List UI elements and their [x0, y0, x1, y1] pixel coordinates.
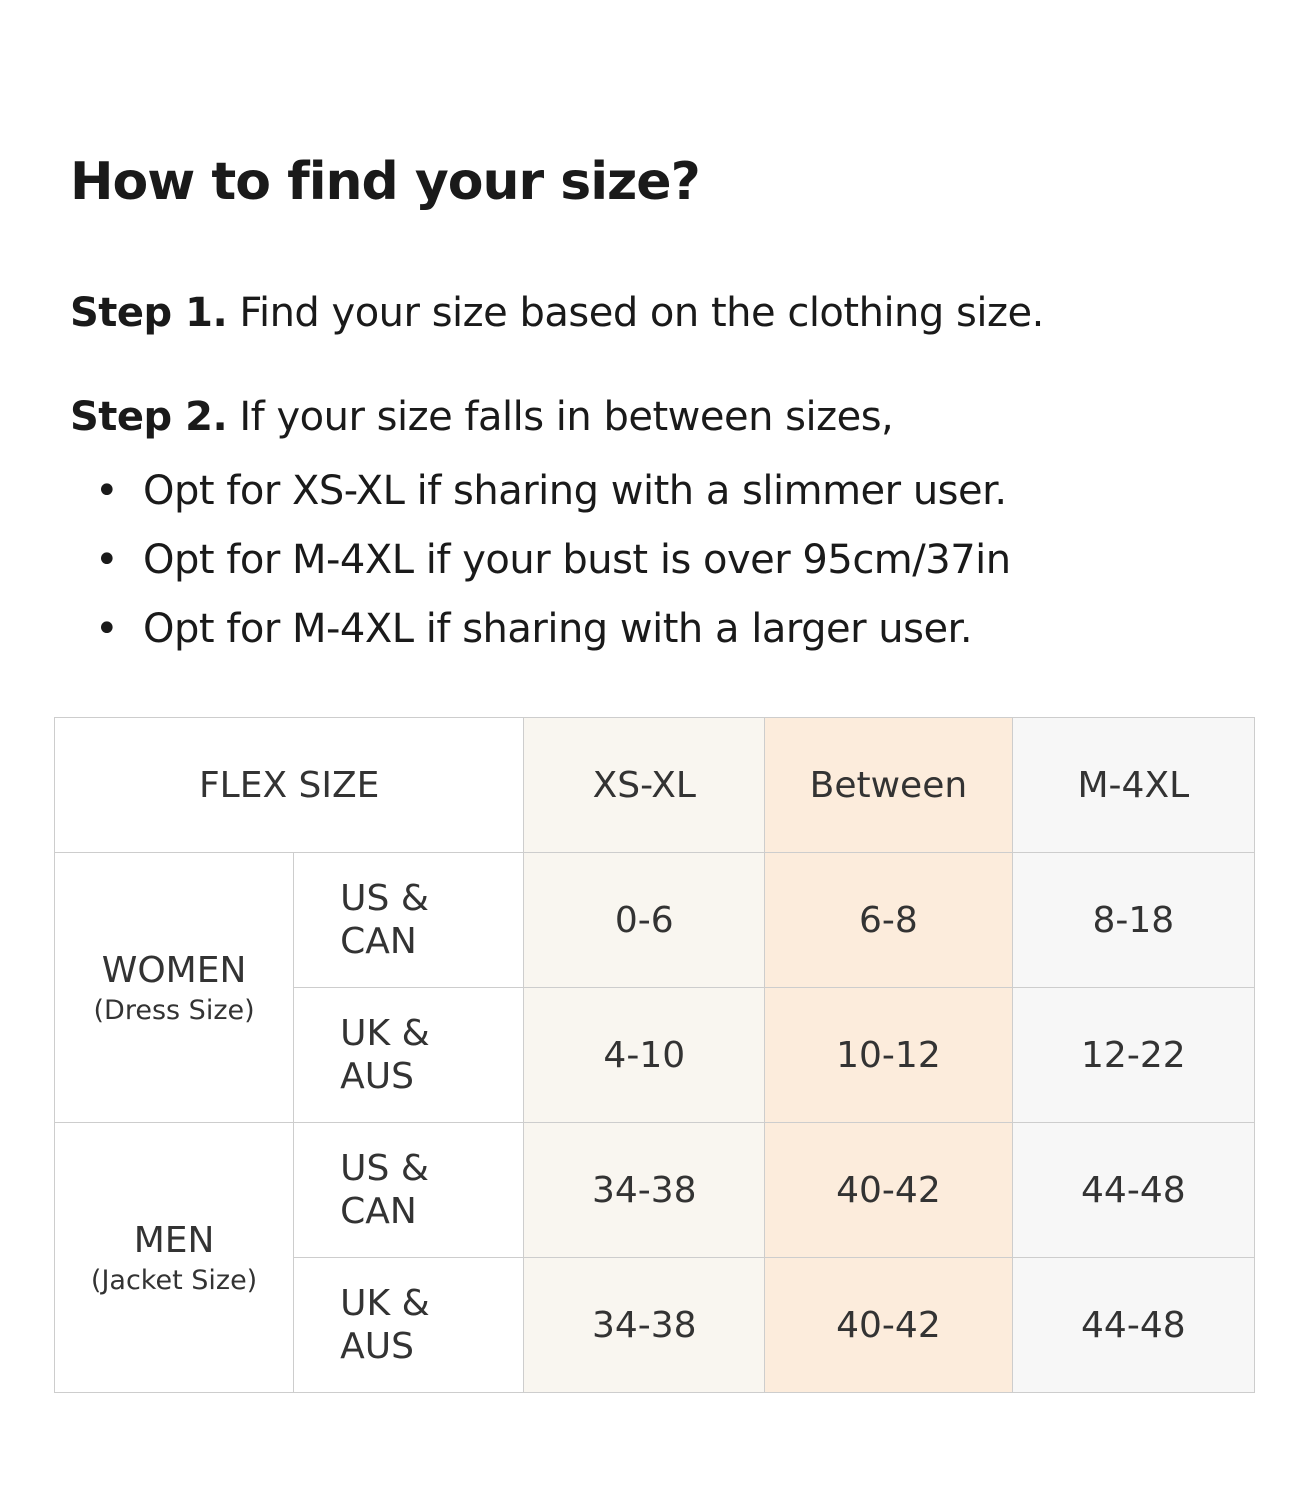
- region-cell: US & CAN: [293, 852, 525, 988]
- region-line: UK &: [340, 1283, 430, 1324]
- column-header-xs-xl: XS-XL: [523, 717, 766, 853]
- region-cell: UK & AUS: [293, 1257, 525, 1393]
- region-line: AUS: [340, 1056, 414, 1097]
- step-1-label: Step 1.: [70, 290, 228, 336]
- size-cell: 8-18: [1011, 852, 1256, 988]
- bullet-text: Opt for M-4XL if sharing with a larger u…: [143, 606, 973, 652]
- bullet-icon: •: [95, 606, 119, 652]
- bullet-text: Opt for XS-XL if sharing with a slimmer …: [143, 468, 1007, 514]
- table-header-row: FLEX SIZE XS-XL Between M-4XL: [53, 717, 1256, 853]
- size-cell: 34-38: [523, 1122, 766, 1258]
- region-cell: US & CAN: [293, 1122, 525, 1258]
- bullet-icon: •: [95, 468, 119, 514]
- step-2: Step 2. If your size falls in between si…: [70, 394, 894, 440]
- size-cell: 4-10: [523, 987, 766, 1123]
- step-2-text: If your size falls in between sizes,: [227, 394, 894, 440]
- region-line: UK &: [340, 1013, 430, 1054]
- region-line: US &: [340, 1148, 429, 1189]
- list-item: • Opt for M-4XL if sharing with a larger …: [95, 600, 1011, 669]
- table-row: UK & AUS 4-10 10-12 12-22: [55, 987, 1256, 1123]
- column-header-m-4xl: M-4XL: [1011, 717, 1256, 853]
- size-cell: 40-42: [764, 1122, 1013, 1258]
- flex-size-header: FLEX SIZE: [53, 717, 525, 853]
- group-subtitle: (Jacket Size): [90, 1264, 258, 1296]
- region-line: US &: [340, 878, 429, 919]
- list-item: • Opt for XS-XL if sharing with a slimmer…: [95, 462, 1011, 531]
- size-cell: 40-42: [764, 1257, 1013, 1393]
- group-subtitle: (Dress Size): [93, 994, 255, 1026]
- step-1-text: Find your size based on the clothing siz…: [227, 290, 1044, 336]
- size-cell: 34-38: [523, 1257, 766, 1393]
- size-cell: 6-8: [764, 852, 1013, 988]
- size-cell: 10-12: [764, 987, 1013, 1123]
- bullet-icon: •: [95, 537, 119, 583]
- group-label: WOMEN (Dress Size): [53, 852, 295, 1123]
- page-title: How to find your size?: [70, 152, 701, 212]
- size-cell: 44-48: [1011, 1257, 1256, 1393]
- group-name: MEN: [133, 1219, 215, 1261]
- column-header-between: Between: [764, 717, 1013, 853]
- table-row: WOMEN (Dress Size) US & CAN 0-6 6-8 8-18: [53, 852, 1256, 1123]
- region-line: CAN: [340, 921, 417, 962]
- group-name: WOMEN: [101, 949, 247, 991]
- region-line: CAN: [340, 1191, 417, 1232]
- region-cell: UK & AUS: [293, 987, 525, 1123]
- size-table: FLEX SIZE XS-XL Between M-4XL WOMEN (Dres…: [53, 717, 1256, 1393]
- group-label: MEN (Jacket Size): [53, 1122, 295, 1393]
- list-item: • Opt for M-4XL if your bust is over 95cm…: [95, 531, 1011, 600]
- size-cell: 12-22: [1011, 987, 1256, 1123]
- size-cell: 44-48: [1011, 1122, 1256, 1258]
- table-row: MEN (Jacket Size) US & CAN 34-38 40-42 44-48: [53, 1122, 1256, 1393]
- tips-list: • Opt for XS-XL if sharing with a slimmer…: [95, 462, 1011, 669]
- step-2-label: Step 2.: [70, 394, 228, 440]
- region-line: AUS: [340, 1326, 414, 1367]
- bullet-text: Opt for M-4XL if your bust is over 95cm/…: [143, 537, 1011, 583]
- size-cell: 0-6: [523, 852, 766, 988]
- step-1: Step 1. Find your size based on the clot…: [70, 290, 1044, 336]
- table-row: UK & AUS 34-38 40-42 44-48: [55, 1257, 1256, 1393]
